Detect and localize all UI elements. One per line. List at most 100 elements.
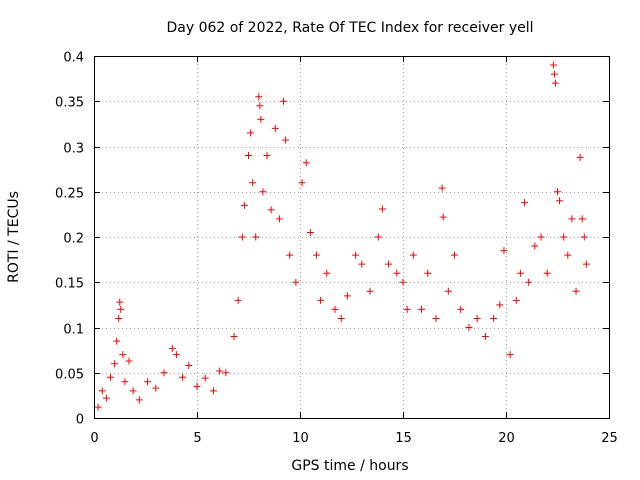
data-point (116, 298, 124, 306)
data-point (111, 360, 119, 368)
data-point (551, 79, 559, 87)
data-point (564, 251, 572, 259)
data-point (473, 314, 481, 322)
data-point (247, 129, 255, 137)
data-point (506, 351, 514, 359)
data-point (106, 373, 114, 381)
data-point (424, 269, 432, 277)
data-point (245, 152, 252, 160)
data-point (255, 93, 263, 101)
y-tick-label: 0 (76, 413, 84, 428)
data-point (160, 369, 168, 377)
x-tick-label: 20 (498, 431, 515, 446)
data-point (418, 305, 426, 313)
data-point (179, 373, 187, 381)
data-point (521, 199, 529, 207)
chart-title: Day 062 of 2022, Rate Of TEC Index for r… (166, 20, 533, 36)
x-tick-labels: 0 5 10 15 20 25 (90, 431, 617, 446)
data-point (451, 251, 458, 259)
data-point (312, 251, 320, 259)
data-point (113, 337, 121, 345)
data-point (298, 179, 306, 187)
y-tick-label: 0.2 (63, 232, 84, 247)
data-point (168, 344, 176, 352)
data-point (271, 124, 279, 132)
data-point (257, 115, 265, 123)
data-point (352, 251, 360, 259)
data-point (374, 233, 382, 241)
x-axis-label: GPS time / hours (291, 458, 408, 474)
data-point (549, 61, 557, 69)
x-tick-label: 25 (601, 431, 618, 446)
data-point (578, 215, 586, 223)
data-point (409, 251, 417, 259)
y-tick-label: 0.15 (55, 277, 84, 292)
data-point (302, 159, 310, 167)
y-tick-label: 0.35 (55, 96, 84, 111)
axis-ticks (94, 56, 610, 419)
data-point (512, 296, 520, 304)
x-tick-label: 15 (395, 431, 412, 446)
data-point (102, 394, 110, 402)
data-point (337, 314, 345, 322)
data-point (444, 287, 452, 295)
data-point (263, 152, 271, 160)
data-point (267, 206, 275, 214)
data-point (543, 269, 551, 277)
x-tick-label: 10 (292, 431, 309, 446)
data-point (385, 260, 393, 268)
y-tick-label: 0.05 (55, 368, 84, 383)
x-tick-label: 0 (90, 431, 98, 446)
y-tick-label: 0.25 (55, 187, 84, 202)
data-point (490, 314, 498, 322)
data-point (185, 362, 193, 370)
data-point (399, 278, 407, 286)
data-point (222, 369, 230, 377)
data-point (496, 301, 504, 309)
data-point (568, 215, 576, 223)
data-point (317, 296, 325, 304)
data-point (238, 233, 246, 241)
data-points (94, 61, 590, 411)
y-tick-label: 0.4 (63, 51, 84, 66)
data-point (234, 296, 242, 304)
data-point (280, 97, 288, 105)
data-point (98, 387, 106, 395)
data-point (331, 305, 339, 313)
data-point (582, 260, 590, 268)
data-point (572, 287, 580, 295)
data-point (516, 269, 524, 277)
data-point (121, 378, 129, 386)
data-point (560, 233, 568, 241)
data-point (432, 314, 440, 322)
data-point (286, 251, 294, 259)
data-point (216, 367, 224, 375)
data-point (576, 153, 584, 161)
y-tick-label: 0.1 (63, 323, 84, 338)
y-tick-labels: 0 0.05 0.1 0.15 0.2 0.25 0.3 0.35 0.4 (55, 51, 84, 428)
data-point (537, 233, 545, 241)
data-point (119, 351, 127, 359)
data-point (457, 305, 465, 313)
data-point (152, 384, 160, 392)
data-point (240, 201, 248, 209)
y-tick-label: 0.3 (63, 142, 84, 157)
data-point (292, 278, 300, 286)
data-point (115, 314, 123, 322)
data-point (282, 136, 290, 144)
data-point (500, 247, 508, 255)
data-point (556, 197, 564, 205)
data-point (201, 374, 209, 382)
data-point (358, 260, 366, 268)
data-point (438, 184, 446, 192)
data-point (256, 102, 264, 110)
data-point (378, 205, 386, 213)
data-point (323, 269, 331, 277)
data-point (259, 188, 267, 196)
data-point (439, 213, 447, 221)
data-point (125, 357, 133, 365)
data-point (117, 305, 125, 313)
data-point (525, 278, 533, 286)
data-point (129, 387, 137, 395)
